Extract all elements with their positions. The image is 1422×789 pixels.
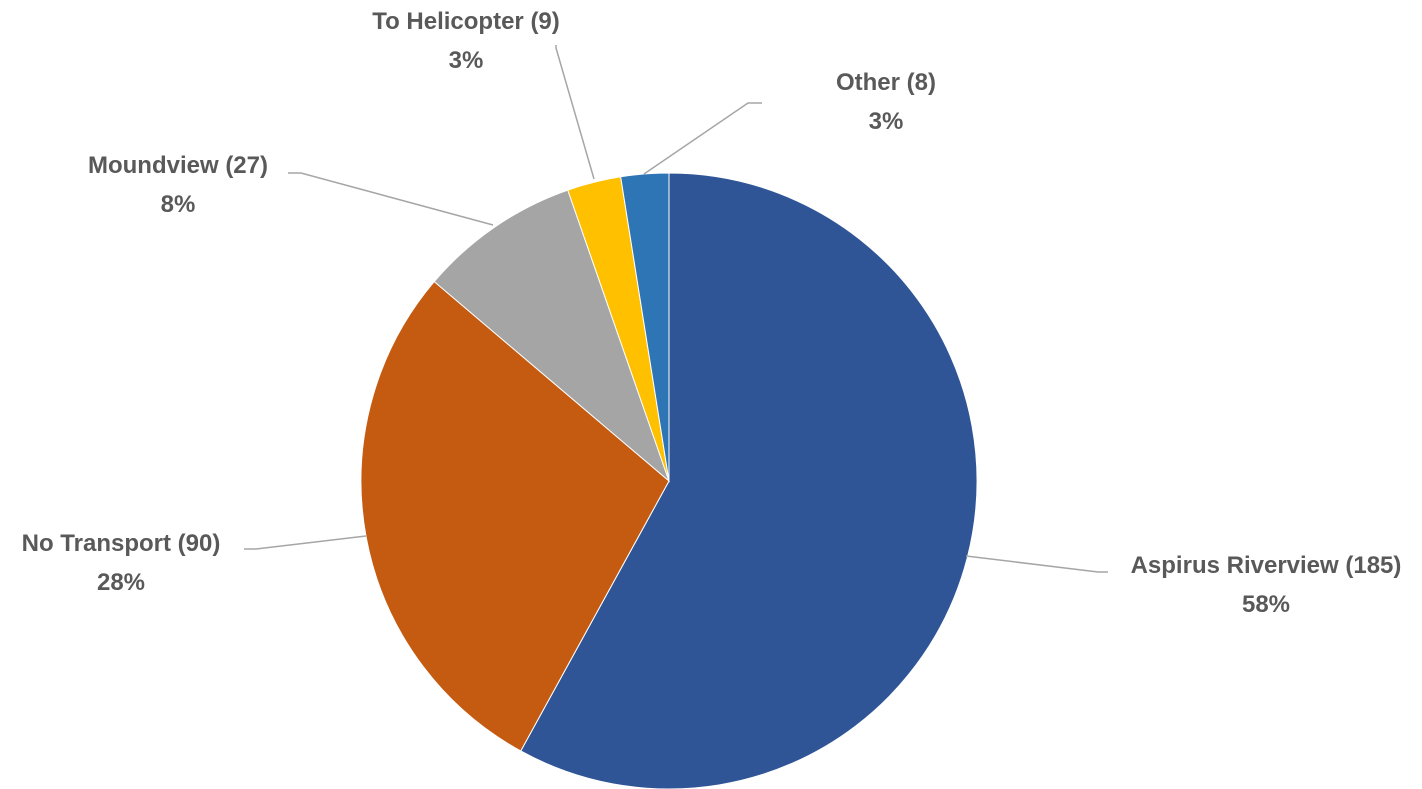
leader-lines <box>244 45 1108 573</box>
slice-label-aspirus-riverview: Aspirus Riverview (185) <box>1131 552 1402 579</box>
slice-percent-moundview: 8% <box>161 191 196 218</box>
slice-label-moundview: Moundview (27) <box>88 152 268 179</box>
pie-slice-no-transport <box>360 280 670 752</box>
leader-line-moundview <box>288 172 494 226</box>
leader-line-other <box>643 102 762 175</box>
slice-label-to-helicopter: To Helicopter (9) <box>372 8 560 35</box>
pie-slices <box>360 172 978 789</box>
pie-slice-moundview <box>433 189 671 483</box>
leader-line-to-helicopter <box>555 45 595 180</box>
slice-label-no-transport: No Transport (90) <box>22 530 221 557</box>
slice-percent-to-helicopter: 3% <box>449 47 484 74</box>
slice-percent-aspirus-riverview: 58% <box>1242 591 1290 618</box>
slice-percent-no-transport: 28% <box>97 569 145 596</box>
slice-label-other: Other (8) <box>836 69 936 96</box>
leader-line-aspirus-riverview <box>965 555 1108 573</box>
slice-percent-other: 3% <box>869 108 904 135</box>
leader-line-no-transport <box>244 535 367 550</box>
